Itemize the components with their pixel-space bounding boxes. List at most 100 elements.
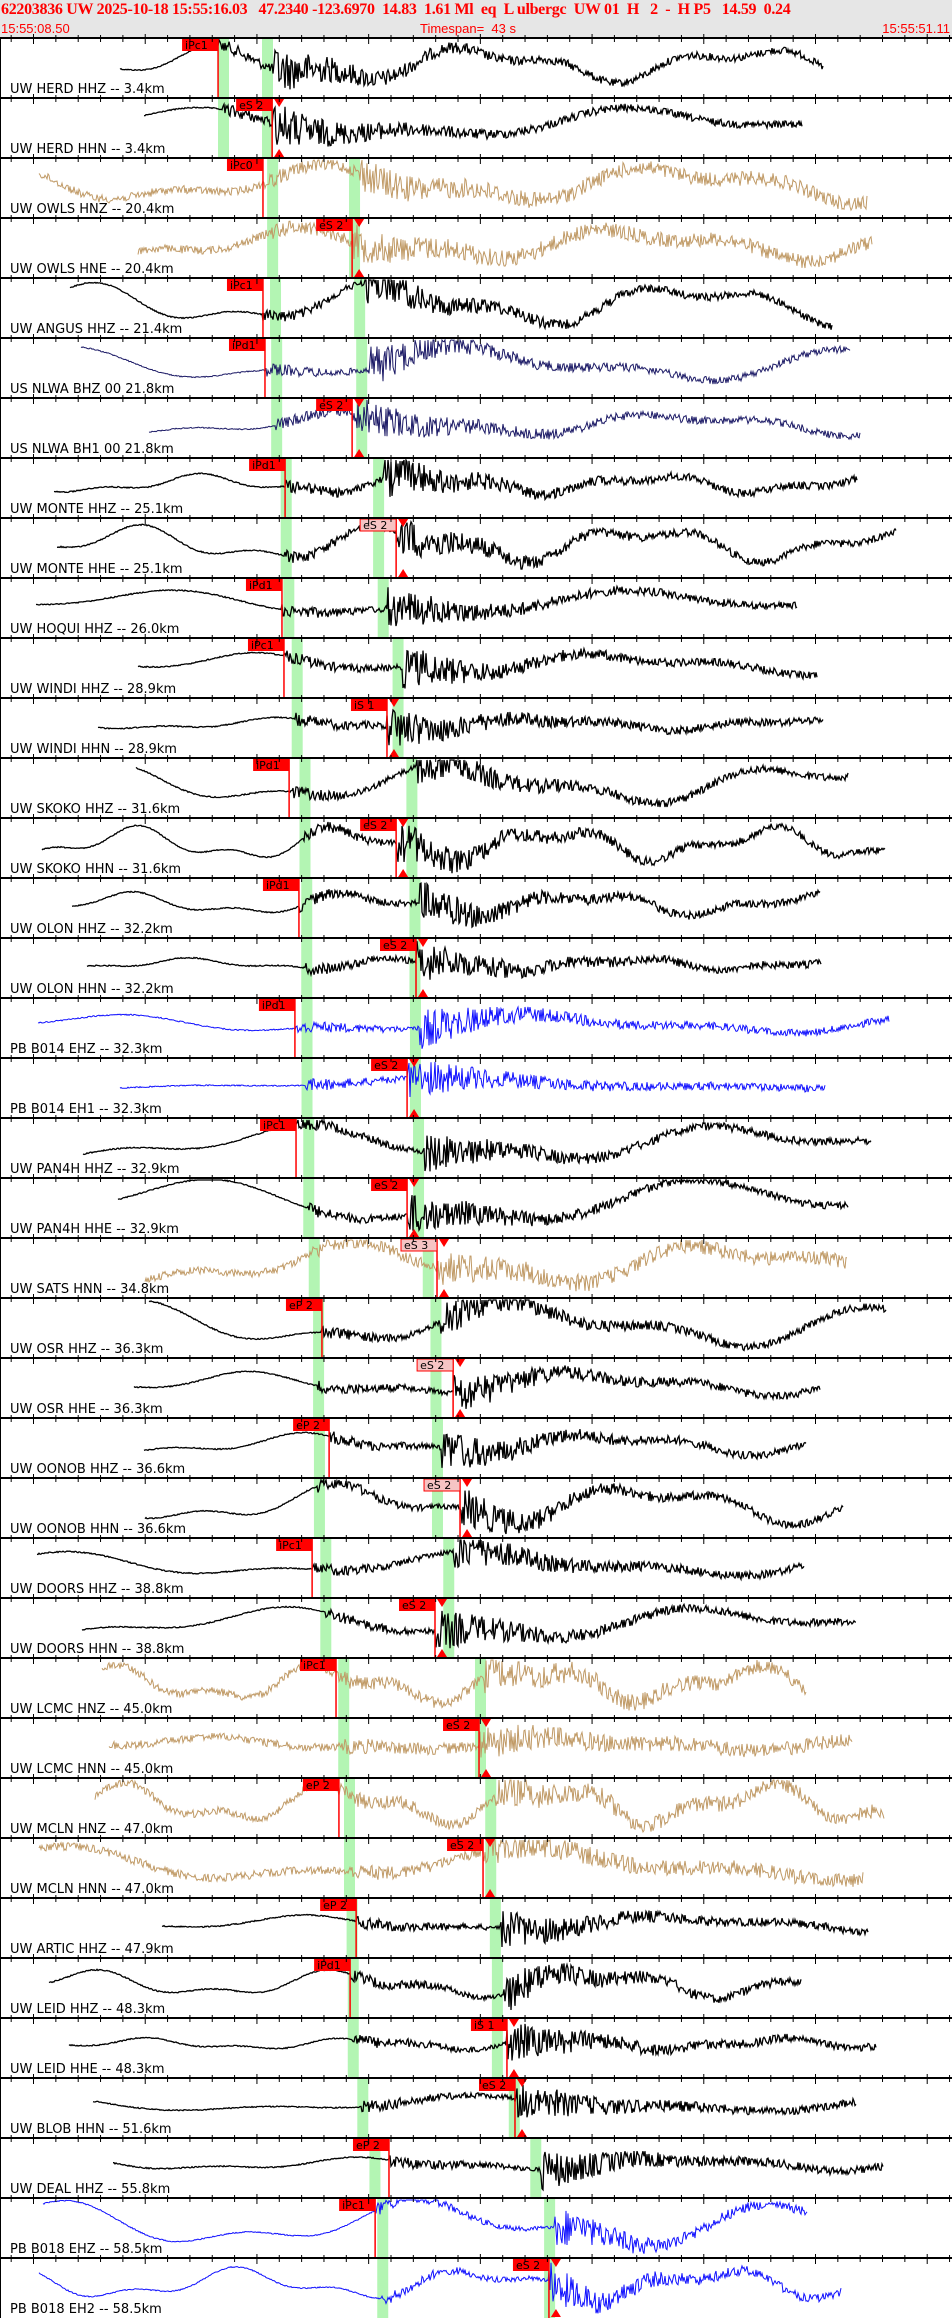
trace-row[interactable]: iPc1 UW ANGUS HHZ -- 21.4km [0, 274, 952, 338]
pick-flag[interactable] [236, 99, 273, 111]
pick-flag[interactable] [228, 339, 265, 351]
trace-row[interactable]: eS 2 UW OONOB HHN -- 36.6km [0, 1474, 952, 1538]
pick-flag[interactable] [350, 699, 387, 711]
waveform [148, 399, 861, 441]
s-marker-icon [274, 149, 285, 157]
trace-row[interactable]: eS 2 UW SKOKO HHN -- 31.6km [0, 814, 952, 878]
trace-label: UW OONOB HHZ -- 36.6km [10, 1462, 185, 1477]
trace-label: UW DEAL HHZ -- 55.8km [10, 2182, 170, 2197]
pick-flag[interactable] [245, 579, 282, 591]
trace-row[interactable]: eS 2 UW OWLS HNE -- 20.4km [0, 214, 952, 278]
pick-flag[interactable] [258, 999, 295, 1011]
s-window [413, 1118, 425, 1178]
trace-row[interactable]: iS 1 UW WINDI HHN -- 28.9km [0, 694, 952, 758]
pick-flag[interactable] [339, 2199, 376, 2211]
pick-flag[interactable] [314, 1959, 351, 1971]
pick-flag[interactable] [226, 279, 263, 291]
trace-row[interactable]: iPd1 US NLWA BHZ 00 21.8km [0, 334, 952, 398]
trace-row[interactable]: iPc1 UW PAN4H HHZ -- 32.9km [0, 1114, 952, 1178]
trace-row[interactable]: iPc1 UW WINDI HHZ -- 28.9km [0, 634, 952, 698]
trace-label: UW BLOB HHN -- 51.6km [10, 2122, 172, 2137]
pick-flag[interactable] [302, 1779, 339, 1791]
trace-row[interactable]: iPc1 UW HERD HHZ -- 3.4km [0, 34, 952, 98]
trace-row[interactable]: iPd1 UW MONTE HHZ -- 25.1km [0, 454, 952, 518]
pick-flag[interactable] [285, 1299, 322, 1311]
pick-flag[interactable] [182, 39, 219, 51]
waveform [119, 1061, 826, 1098]
waveform [137, 220, 873, 269]
pick-flag[interactable] [443, 1719, 480, 1731]
pick-flag[interactable] [478, 2079, 515, 2091]
waveform [117, 1177, 849, 1233]
pick-flag[interactable] [316, 219, 353, 231]
trace-row[interactable]: eS 2 PB B018 EH2 -- 58.5km [0, 2254, 952, 2318]
s-window [430, 1298, 442, 1358]
trace-row[interactable]: iPc0 UW OWLS HNZ -- 20.4km [0, 154, 952, 218]
trace-row[interactable]: eP 2 UW DEAL HHZ -- 55.8km [0, 2134, 952, 2198]
trace-row[interactable]: eS 2 UW OSR HHE -- 36.3km [0, 1354, 952, 1418]
trace-row[interactable]: eP 2 UW MCLN HNZ -- 47.0km [0, 1774, 952, 1838]
trace-row[interactable]: iPd1 PB B014 EHZ -- 32.3km [0, 994, 952, 1058]
pick-label: iPd1 [262, 999, 286, 1012]
trace-row[interactable]: eS 2 UW LCMC HNN -- 45.0km [0, 1714, 952, 1778]
trace-row[interactable]: eP 2 UW ARTIC HHZ -- 47.9km [0, 1894, 952, 1958]
trace-row[interactable]: eS 2 UW OLON HHN -- 32.2km [0, 934, 952, 998]
pick-flag[interactable] [262, 879, 299, 891]
pick-flag[interactable] [447, 1839, 484, 1851]
trace-label: UW OSR HHZ -- 36.3km [10, 1342, 163, 1357]
trace-row[interactable]: eS 3 UW SATS HNN -- 34.8km [0, 1234, 952, 1298]
trace-row[interactable]: iPd1 UW OLON HHZ -- 32.2km [0, 874, 952, 938]
s-window [406, 818, 418, 878]
trace-row[interactable]: iPd1 UW HOQUI HHZ -- 26.0km [0, 574, 952, 638]
trace-row[interactable]: eS 2 UW PAN4H HHE -- 32.9km [0, 1174, 952, 1238]
pick-flag[interactable] [371, 1179, 408, 1191]
trace-label: UW LCMC HNN -- 45.0km [10, 1762, 173, 1777]
trace-label: UW LEID HHZ -- 48.3km [10, 2002, 165, 2017]
trace-row[interactable]: eP 2 UW OSR HHZ -- 36.3km [0, 1294, 952, 1358]
pick-flag[interactable] [316, 399, 353, 411]
waveform [135, 759, 849, 808]
trace-row[interactable]: iPc1 UW LCMC HNZ -- 45.0km [0, 1654, 952, 1718]
trace-row[interactable]: eS 2 UW MONTE HHE -- 25.1km [0, 514, 952, 578]
pick-flag[interactable] [320, 1899, 357, 1911]
pick-label: iS 1 [474, 2019, 495, 2032]
waveform [35, 584, 798, 627]
trace-row[interactable]: iPc1 PB B018 EHZ -- 58.5km [0, 2194, 952, 2258]
pick-flag[interactable] [300, 1659, 337, 1671]
trace-row[interactable]: iPc1 UW DOORS HHZ -- 38.8km [0, 1534, 952, 1598]
pick-flag[interactable] [399, 1599, 436, 1611]
pick-flag[interactable] [512, 2259, 549, 2271]
pick-label: eS 2 [374, 1179, 398, 1192]
pick-flag[interactable] [249, 459, 286, 471]
trace-row[interactable]: eS 2 UW DOORS HHN -- 38.8km [0, 1594, 952, 1658]
waveform [113, 2150, 884, 2192]
waveform [81, 1602, 856, 1649]
trace-row[interactable]: eS 2 UW MCLN HNN -- 47.0km [0, 1834, 952, 1898]
pick-label: eS 2 [374, 1059, 398, 1072]
trace-label: UW LCMC HNZ -- 45.0km [10, 1702, 172, 1717]
s-marker-icon [508, 2069, 519, 2077]
trace-label: UW PAN4H HHZ -- 32.9km [10, 1162, 180, 1177]
trace-row[interactable]: eP 2 UW OONOB HHZ -- 36.6km [0, 1414, 952, 1478]
pick-flag[interactable] [380, 939, 417, 951]
pick-label: eS 2 [427, 1479, 451, 1492]
trace-row[interactable]: eS 2 UW BLOB HHN -- 51.6km [0, 2074, 952, 2138]
pick-flag[interactable] [253, 759, 290, 771]
p-window [347, 1958, 359, 2018]
pick-flag[interactable] [371, 1059, 408, 1071]
trace-row[interactable]: iS 1 UW LEID HHE -- 48.3km [0, 2014, 952, 2078]
pick-flag[interactable] [276, 1539, 313, 1551]
trace-row[interactable]: iPd1 UW LEID HHZ -- 48.3km [0, 1954, 952, 2018]
s-marker-icon [398, 519, 409, 527]
s-marker-icon [455, 1409, 466, 1417]
trace-row[interactable]: eS 2 US NLWA BH1 00 21.8km [0, 394, 952, 458]
pick-flag[interactable] [260, 1119, 297, 1131]
trace-row[interactable]: eS 2 PB B014 EH1 -- 32.3km [0, 1054, 952, 1118]
pick-flag[interactable] [352, 2139, 389, 2151]
trace-row[interactable]: iPd1 UW SKOKO HHZ -- 31.6km [0, 754, 952, 818]
waveform [38, 1838, 864, 1888]
pick-label: eP 2 [296, 1419, 320, 1432]
pick-flag[interactable] [226, 159, 263, 171]
trace-row[interactable]: eS 2 UW HERD HHN -- 3.4km [0, 94, 952, 158]
